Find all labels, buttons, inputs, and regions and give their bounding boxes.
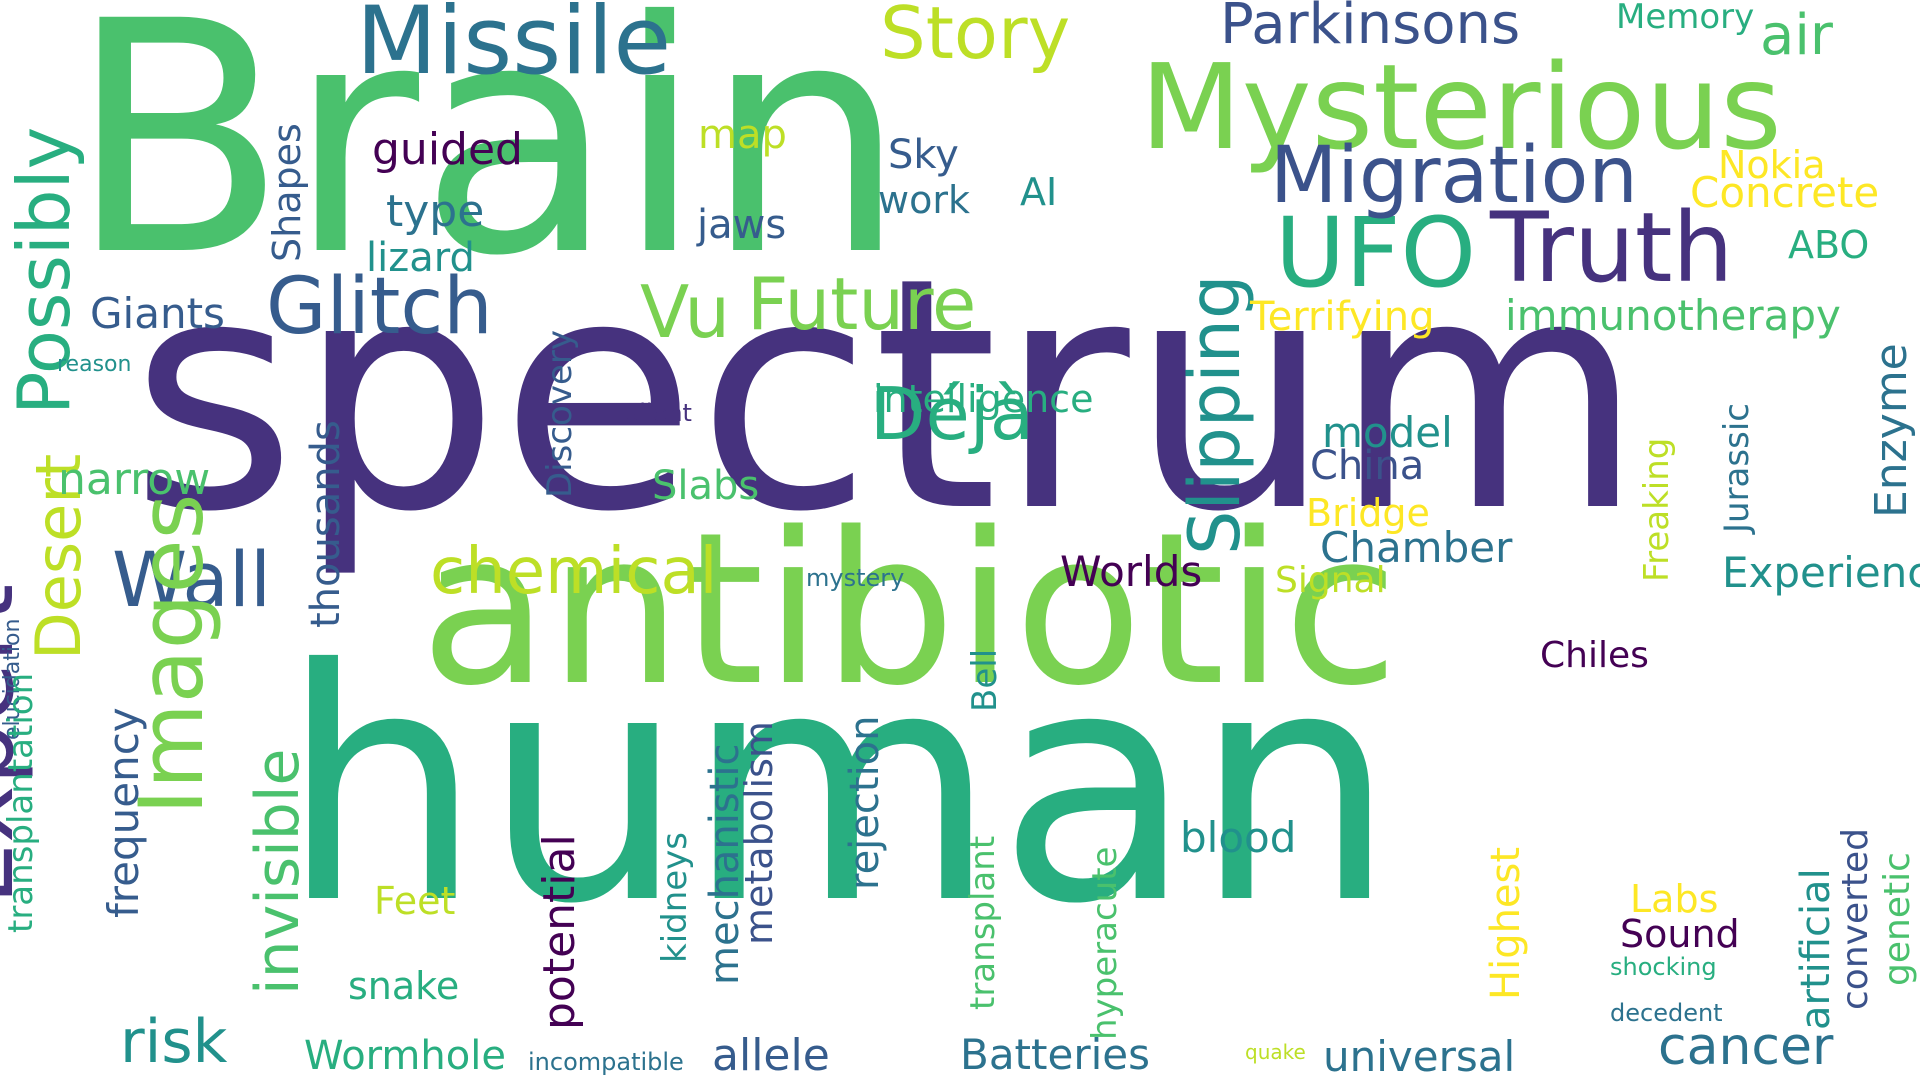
word-blood: blood bbox=[1180, 813, 1297, 862]
word-type: type bbox=[386, 186, 485, 237]
word-china: model bbox=[1322, 408, 1453, 457]
word-truth: Truth bbox=[1490, 192, 1734, 304]
word-sky: Sky bbox=[888, 132, 959, 178]
word-migration: Migration bbox=[1270, 131, 1638, 221]
word-ai: AI bbox=[1020, 170, 1058, 214]
word-slabs: Chamber bbox=[1320, 523, 1513, 572]
word-mechanistic: rejection bbox=[842, 715, 888, 890]
word-artificial: artificial bbox=[1793, 868, 1839, 1030]
word-narrow: narrow bbox=[58, 454, 211, 505]
word-reason: reason bbox=[57, 352, 132, 377]
word-kidneys: metabolism bbox=[737, 721, 781, 945]
word-signal: Worlds bbox=[1060, 547, 1203, 596]
word-allele: allele bbox=[712, 1030, 830, 1080]
word-incompatible: incompatible bbox=[528, 1048, 684, 1076]
word-mysterious: Mysterious bbox=[1140, 38, 1782, 176]
word-abo: ABO bbox=[1788, 223, 1870, 267]
word-chemical: chemical bbox=[430, 535, 718, 609]
word-terrifying: Terrifying bbox=[1250, 294, 1435, 340]
word-spectrum: spectrum bbox=[130, 210, 1645, 582]
word-jaws: jaws bbox=[697, 202, 787, 248]
word-human: human bbox=[280, 602, 1397, 974]
word-chiles: mystery bbox=[806, 564, 905, 592]
word-ufo: UFO bbox=[1275, 197, 1477, 309]
word-experience: Signal bbox=[1275, 560, 1386, 601]
word-nokia: Nokia bbox=[1718, 143, 1826, 187]
word-memory: Memory bbox=[1616, 0, 1755, 37]
word-transplant: potential bbox=[534, 834, 585, 1030]
word-brain: Brain bbox=[68, 0, 907, 326]
word-glitch: Glitch bbox=[266, 262, 493, 352]
word-sound: Sound bbox=[1620, 912, 1740, 956]
word-snake: snake bbox=[348, 964, 460, 1008]
word-future: Future bbox=[747, 262, 977, 346]
word-converted: converted bbox=[1835, 827, 1876, 1010]
word-rejection: Bell bbox=[965, 648, 1005, 712]
word-immunotherapy: immunotherapy bbox=[1505, 291, 1841, 340]
word-wormhole: Wormhole bbox=[304, 1033, 506, 1079]
word-thousands: Discovery bbox=[540, 330, 580, 498]
word-map: map bbox=[698, 112, 787, 158]
word-model: Silent bbox=[624, 399, 692, 427]
word-freaking: Highest bbox=[1483, 846, 1529, 1000]
word-slipping: Slipping bbox=[1174, 274, 1256, 555]
word-work: work bbox=[878, 178, 970, 222]
word-giants: Giants bbox=[90, 289, 225, 338]
word-invisible: invisible bbox=[243, 748, 313, 995]
word-mystery: Experience bbox=[1722, 548, 1920, 597]
word-enzyme: Jurassic bbox=[1717, 403, 1757, 533]
word-wall: Wall bbox=[112, 535, 272, 624]
word-potential: kidneys bbox=[655, 831, 695, 963]
word-risk: risk bbox=[120, 1007, 228, 1077]
word-genetic: genetic bbox=[1877, 852, 1918, 986]
word-labs: Labs bbox=[1630, 877, 1719, 921]
word-missile: Missile bbox=[356, 0, 672, 96]
word-batteries: Batteries bbox=[960, 1030, 1150, 1079]
word-worlds: Slabs bbox=[652, 463, 760, 509]
word-feet: Feet bbox=[374, 879, 456, 923]
word-hyperacute: transplant bbox=[963, 835, 1003, 1010]
word-deja: Déjà bbox=[870, 372, 1034, 456]
word-antibiotic: antibiotic bbox=[420, 487, 1399, 732]
word-decedent: decedent bbox=[1610, 999, 1723, 1027]
word-bell: transplantation bbox=[1, 672, 41, 933]
word-discovery: Shapes bbox=[265, 123, 309, 262]
word-story: Story bbox=[880, 0, 1071, 75]
word-jurassic: Freaking bbox=[1637, 437, 1677, 582]
word-lizard: lizard bbox=[366, 235, 475, 281]
word-parkinsons: Parkinsons bbox=[1220, 0, 1521, 57]
word-chamber: Bridge bbox=[1306, 491, 1430, 535]
word-guided: guided bbox=[372, 124, 523, 175]
word-highest: hyperacute bbox=[1085, 846, 1125, 1040]
word-elucidation: frequency bbox=[99, 707, 148, 918]
word-quake: quake bbox=[1245, 1040, 1306, 1064]
word-shapes: Chiles bbox=[1540, 635, 1649, 676]
word-cancer: cancer bbox=[1658, 1017, 1834, 1077]
word-frequency: thousands bbox=[303, 420, 349, 628]
word-vu: Vu bbox=[640, 270, 730, 354]
word-shocking: shocking bbox=[1610, 953, 1717, 981]
word-silent: intelligence bbox=[873, 377, 1094, 421]
word-intelligence: Enzyme bbox=[1866, 343, 1917, 518]
word-universal: universal bbox=[1323, 1032, 1516, 1080]
word-air: air bbox=[1760, 3, 1833, 68]
word-concrete: Concrete bbox=[1690, 168, 1880, 217]
word-bridge: China bbox=[1310, 443, 1425, 489]
